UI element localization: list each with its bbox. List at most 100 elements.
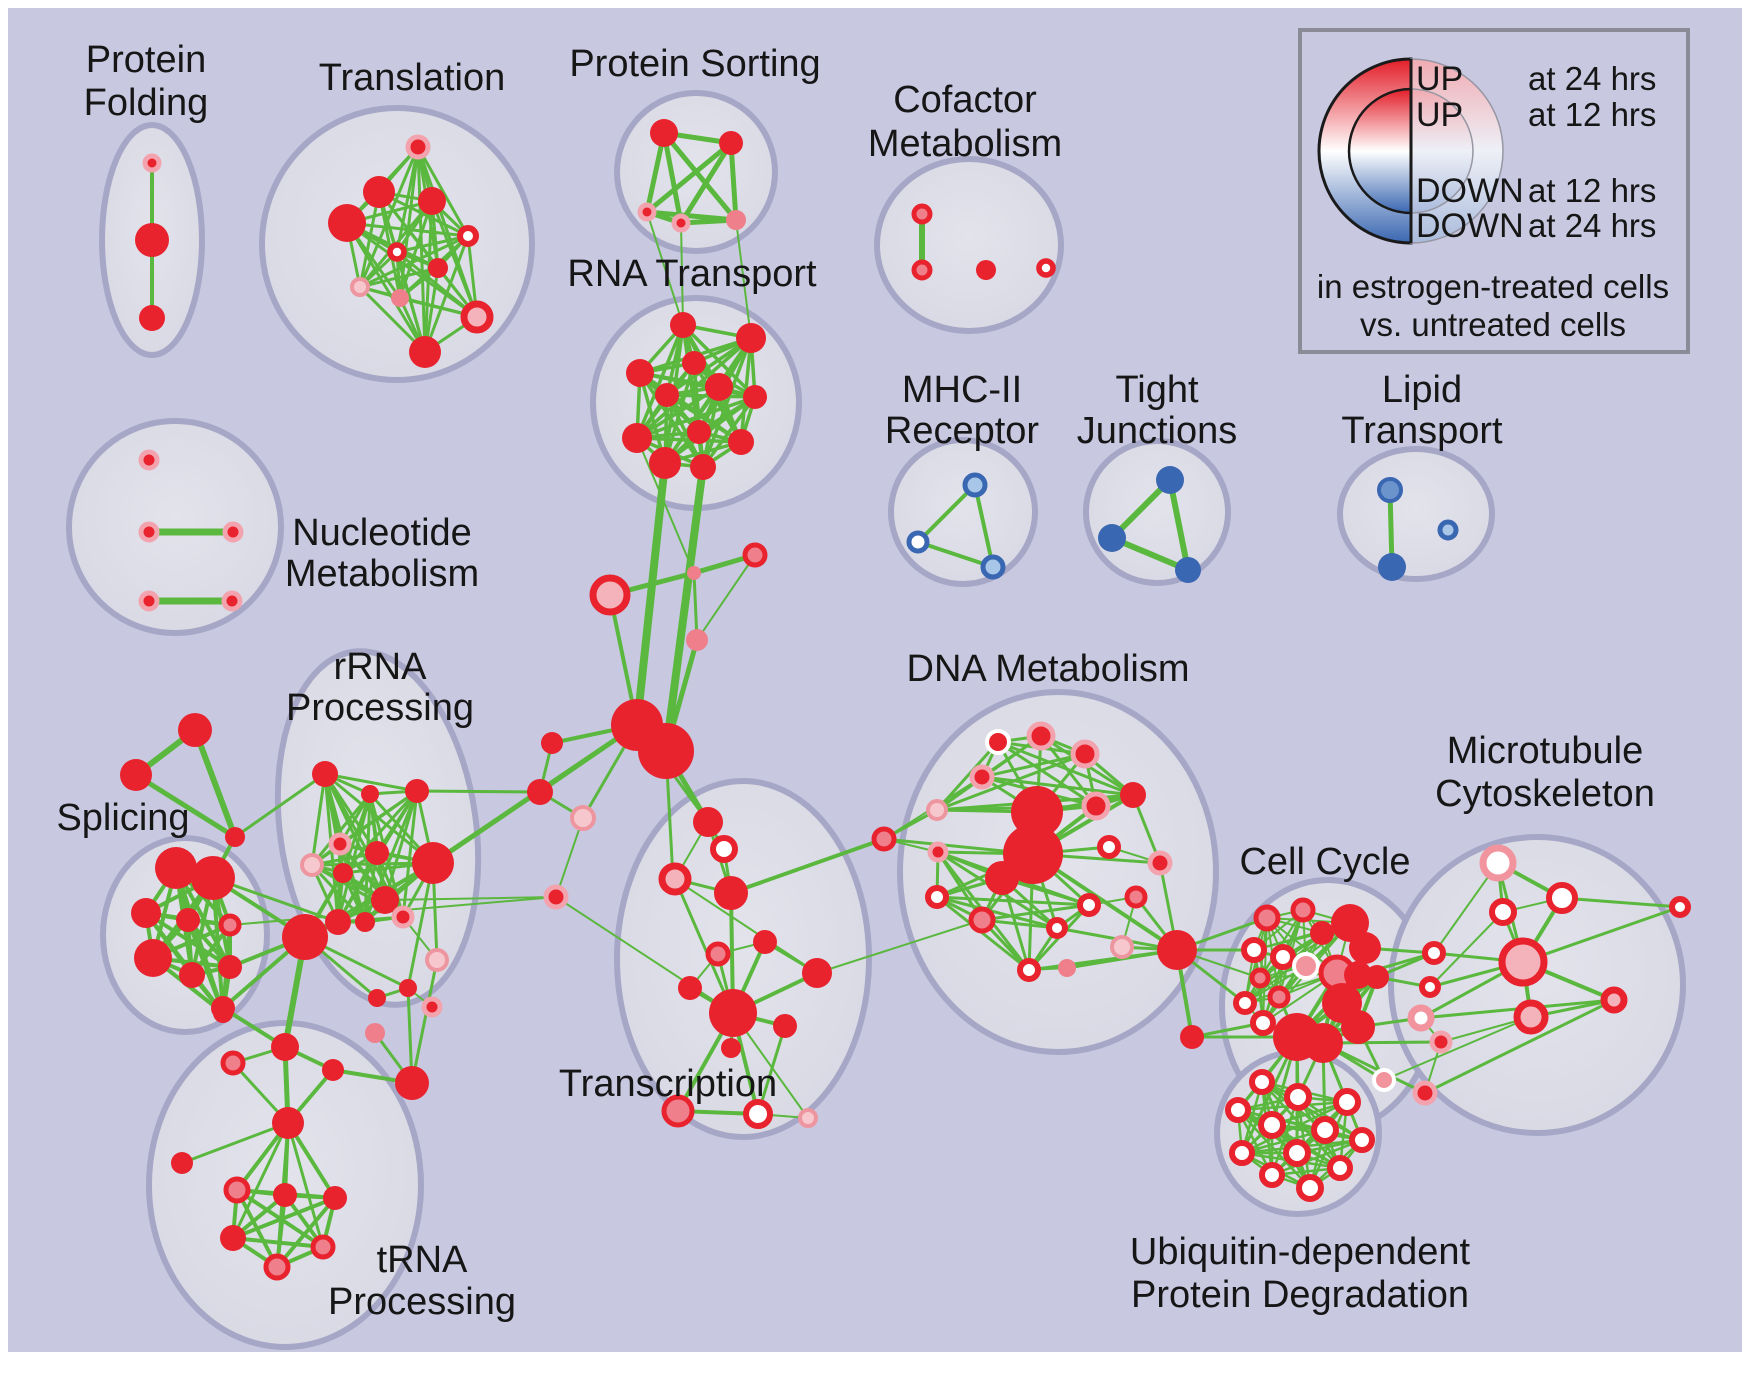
edge-dm4-dm8 (980, 775, 1135, 797)
node-cc9 (570, 805, 596, 831)
edge-ub6-ub8 (1240, 1128, 1327, 1155)
node-rr3 (405, 779, 429, 803)
node-dm5 (926, 799, 948, 821)
cluster-label-ubiquitin-degradation: Protein Degradation (1131, 1274, 1469, 1316)
legend-time-label: at 12 hrs (1528, 96, 1656, 133)
edge-ps2-ps4 (678, 140, 734, 226)
edge-rt2-rt8 (635, 336, 753, 440)
node-tn6 (395, 1066, 429, 1100)
cluster-ellipse-tight-junctions (1083, 438, 1231, 586)
cluster-ellipse-nucleotide-metabolism (66, 418, 284, 636)
node-st2 (120, 759, 152, 791)
cluster-label-trna-processing: tRNA (377, 1239, 468, 1281)
edge-rt7-rt8 (635, 395, 757, 440)
node-dm13 (927, 841, 949, 863)
cluster-label-tight-junctions: Tight (1115, 369, 1199, 411)
edge-tr3-tr10 (345, 221, 479, 319)
node-tx8 (678, 976, 702, 1000)
node-tn14 (263, 1253, 291, 1281)
edge-ps2-ps3 (644, 140, 734, 215)
node-rr14 (368, 989, 386, 1007)
edge-tn7-tn8 (180, 1121, 290, 1165)
node-rr2 (361, 785, 379, 803)
node-nm2 (138, 521, 160, 543)
edge-ps1-ps4 (661, 130, 684, 226)
legend-note-line: in estrogen-treated cells (1317, 268, 1669, 305)
node-rt7 (743, 385, 767, 409)
edge-tr1-tr5 (416, 145, 470, 238)
node-ps2 (719, 131, 743, 155)
edge-rt3-rt12 (638, 371, 705, 469)
node-cf4 (1036, 258, 1056, 278)
node-cc3 (589, 574, 631, 616)
node-tn4 (322, 1059, 344, 1081)
edge-tr5-tr8 (358, 234, 470, 289)
node-cy2 (1290, 897, 1316, 923)
node-ub12 (1296, 1174, 1324, 1202)
node-mt5 (1513, 999, 1549, 1035)
node-tn13 (310, 1234, 336, 1260)
edge-rr3-rr8 (383, 789, 419, 902)
node-lp1 (1377, 477, 1403, 503)
edge-dm15-dm17 (980, 903, 1091, 922)
node-cf3 (976, 260, 996, 280)
node-ps1 (650, 119, 678, 147)
node-dm7 (1081, 791, 1111, 821)
node-dm12 (1147, 850, 1173, 876)
edge-rt12-cc6 (662, 463, 707, 755)
node-tr6 (387, 242, 407, 262)
node-rt3 (626, 359, 654, 387)
node-cc8 (527, 779, 553, 805)
node-cy12 (1249, 967, 1271, 989)
edge-ps2-ps5 (728, 140, 739, 223)
edge-tr4-tr10 (430, 199, 479, 319)
node-sp3 (131, 898, 161, 928)
node-cc2 (742, 542, 768, 568)
node-cy6 (1241, 937, 1267, 963)
node-cc7 (541, 732, 563, 754)
edge-mt2-mt7 (1560, 896, 1682, 909)
node-lp3 (1378, 553, 1406, 581)
node-tr9 (391, 289, 409, 307)
node-tx7 (802, 958, 832, 988)
edge-ub3-ub12 (1308, 1100, 1349, 1190)
edge-tn11-tn14 (275, 1196, 337, 1269)
cluster-ellipse-cofactor-metabolism (874, 156, 1064, 334)
node-sp2 (191, 856, 235, 900)
node-dm1 (985, 729, 1011, 755)
edge-ps5-rt2 (735, 219, 752, 339)
node-tx6 (705, 941, 731, 967)
node-tr11 (409, 336, 441, 368)
edge-rt2-rt6 (665, 336, 753, 397)
node-mt4 (1498, 937, 1548, 987)
edge-tx10-tx13 (756, 1024, 787, 1116)
legend-time-label: at 24 hrs (1528, 60, 1656, 97)
edge-st3-rr1 (233, 772, 327, 839)
node-tr2 (363, 176, 395, 208)
cluster-label-cofactor-metabolism: Cofactor (893, 79, 1037, 121)
edge-ps1-ps5 (661, 130, 739, 223)
cluster-label-nucleotide-metabolism: Nucleotide (292, 512, 472, 554)
node-nm5 (221, 590, 243, 612)
node-tn12 (220, 1225, 246, 1251)
cluster-label-transcription: Transcription (559, 1063, 777, 1105)
legend-inner-left-half (1347, 87, 1413, 215)
node-lp2 (1437, 519, 1459, 541)
node-dm3 (1070, 739, 1100, 769)
edge-ps4-rt1 (680, 222, 684, 326)
cluster-label-tight-junctions: Junctions (1077, 410, 1238, 452)
nodes-layer (120, 119, 1691, 1281)
edge-tr5-tr6 (395, 234, 470, 254)
node-rr16 (282, 914, 328, 960)
node-rr1 (312, 761, 338, 787)
node-tn11 (323, 1186, 347, 1210)
cluster-label-ubiquitin-degradation: Ubiquitin-dependent (1130, 1231, 1471, 1273)
node-ub6 (1311, 1116, 1339, 1144)
edge-tn7-tn12 (231, 1121, 290, 1240)
cluster-label-translation: Translation (319, 57, 506, 99)
node-rt5 (705, 373, 733, 401)
edge-dm14-dm17 (935, 895, 1091, 907)
legend-note-line: vs. untreated cells (1360, 306, 1626, 343)
